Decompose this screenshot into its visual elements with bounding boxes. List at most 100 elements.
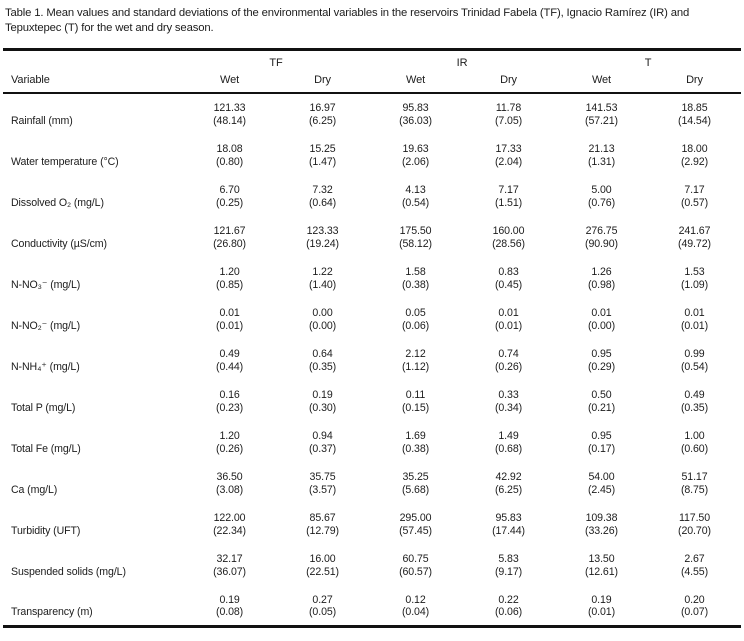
sd-value-cell: (26.80)	[213, 238, 246, 250]
season-header-ir-wet: Wet	[405, 73, 426, 86]
sd-value-cell: (7.05)	[494, 115, 523, 127]
variable-name-cell: Suspended solids (mg/L)	[11, 566, 126, 578]
variable-sd-row: Suspended solids (mg/L) (36.07) (22.51) (60…	[3, 565, 741, 585]
sd-value-cell: (6.25)	[494, 484, 523, 496]
sd-value-cell: (0.25)	[216, 197, 244, 209]
season-header-row: Variable Wet Dry Wet Dry Wet Dry	[3, 70, 741, 93]
mean-value-cell: 60.75	[402, 553, 429, 565]
sd-value-cell: (0.44)	[216, 361, 244, 373]
sd-value-cell: (0.06)	[401, 320, 430, 332]
variable-mean-row: 32.17 16.00 60.75 5.83 13.50 2.67	[3, 544, 741, 565]
variable-name-cell: Rainfall (mm)	[11, 115, 73, 127]
mean-value-cell: 160.00	[492, 225, 525, 237]
variable-sd-row: Rainfall (mm) (48.14) (6.25) (36.03) (7.05) (…	[3, 114, 741, 134]
variable-mean-row: 121.33 16.97 95.83 11.78 141.53 18.85	[3, 93, 741, 114]
mean-value-cell: 1.53	[684, 266, 705, 278]
sd-value-cell: (8.75)	[680, 484, 709, 496]
variable-mean-row: 1.20 1.22 1.58 0.83 1.26 1.53	[3, 257, 741, 278]
sd-value-cell: (2.92)	[680, 156, 709, 168]
mean-value-cell: 0.83	[498, 266, 519, 278]
mean-value-cell: 1.20	[219, 430, 240, 442]
variable-name-cell: Transparency (m)	[11, 606, 93, 618]
sd-value-cell: (0.38)	[401, 279, 430, 291]
variable-name-spacer	[3, 380, 183, 401]
mean-value-cell: 35.75	[309, 471, 336, 483]
variable-name-cell: Dissolved O₂ (mg/L)	[11, 197, 104, 209]
sd-value-cell: (1.47)	[309, 156, 337, 168]
sd-value-cell: (1.31)	[587, 156, 616, 168]
sd-value-cell: (33.26)	[585, 525, 618, 537]
season-header-tf-dry: Dry	[314, 73, 331, 86]
variable-sd-row: Total P (mg/L) (0.23) (0.30) (0.15) (0.34) (0…	[3, 401, 741, 421]
mean-value-cell: 18.00	[681, 143, 708, 155]
sd-value-cell: (0.98)	[587, 279, 616, 291]
sd-value-cell: (0.54)	[680, 361, 709, 373]
variable-mean-row: 6.70 7.32 4.13 7.17 5.00 7.17	[3, 175, 741, 196]
mean-value-cell: 85.67	[309, 512, 336, 524]
mean-value-cell: 0.01	[684, 307, 705, 319]
variable-sd-row: N-NH₄⁺ (mg/L) (0.44) (0.35) (1.12) (0.26) (0.…	[3, 360, 741, 380]
mean-value-cell: 0.49	[219, 348, 240, 360]
mean-value-cell: 16.00	[309, 553, 336, 565]
variable-name-cell: Total P (mg/L)	[11, 402, 76, 414]
sd-value-cell: (0.04)	[401, 606, 430, 618]
mean-value-cell: 35.25	[402, 471, 429, 483]
sd-value-cell: (0.64)	[309, 197, 337, 209]
mean-value-cell: 122.00	[213, 512, 246, 524]
sd-value-cell: (57.21)	[585, 115, 618, 127]
table-header: TF IR T Variable Wet Dry Wet Dry Wet Dry	[3, 49, 741, 93]
mean-value-cell: 141.53	[585, 102, 618, 114]
mean-value-cell: 1.20	[219, 266, 240, 278]
variable-sd-row: Water temperature (°C) (0.80) (1.47) (2.06)…	[3, 155, 741, 175]
variable-mean-row: 0.01 0.00 0.05 0.01 0.01 0.01	[3, 298, 741, 319]
sd-value-cell: (0.00)	[309, 320, 337, 332]
mean-value-cell: 0.94	[312, 430, 333, 442]
variable-name-cell: Turbidity (UFT)	[11, 525, 81, 537]
mean-value-cell: 0.01	[498, 307, 519, 319]
mean-value-cell: 95.83	[495, 512, 522, 524]
sd-value-cell: (1.51)	[494, 197, 523, 209]
group-header-t: T	[644, 57, 652, 70]
variable-name-spacer	[3, 134, 183, 155]
sd-value-cell: (0.00)	[587, 320, 616, 332]
sd-value-cell: (17.44)	[492, 525, 525, 537]
sd-value-cell: (0.01)	[494, 320, 523, 332]
mean-value-cell: 1.22	[312, 266, 333, 278]
sd-value-cell: (0.01)	[587, 606, 616, 618]
mean-value-cell: 0.11	[405, 389, 426, 401]
mean-value-cell: 0.49	[684, 389, 705, 401]
sd-value-cell: (0.68)	[494, 443, 523, 455]
sd-value-cell: (90.90)	[585, 238, 618, 250]
variable-name-spacer	[3, 544, 183, 565]
group-header-spacer	[3, 49, 183, 70]
sd-value-cell: (1.09)	[680, 279, 709, 291]
variable-mean-row: 0.16 0.19 0.11 0.33 0.50 0.49	[3, 380, 741, 401]
mean-value-cell: 0.50	[591, 389, 612, 401]
sd-value-cell: (0.57)	[680, 197, 709, 209]
mean-value-cell: 175.50	[399, 225, 432, 237]
sd-value-cell: (0.08)	[216, 606, 244, 618]
sd-value-cell: (36.03)	[399, 115, 432, 127]
mean-value-cell: 0.05	[405, 307, 426, 319]
mean-value-cell: 36.50	[216, 471, 243, 483]
sd-value-cell: (9.17)	[494, 566, 523, 578]
variable-name-spacer	[3, 298, 183, 319]
mean-value-cell: 7.32	[312, 184, 333, 196]
mean-value-cell: 51.17	[681, 471, 708, 483]
mean-value-cell: 19.63	[402, 143, 429, 155]
mean-value-cell: 295.00	[399, 512, 432, 524]
mean-value-cell: 0.19	[312, 389, 333, 401]
mean-value-cell: 276.75	[585, 225, 618, 237]
mean-value-cell: 0.99	[684, 348, 705, 360]
sd-value-cell: (36.07)	[213, 566, 246, 578]
sd-value-cell: (0.35)	[309, 361, 337, 373]
sd-value-cell: (4.55)	[680, 566, 709, 578]
sd-value-cell: (48.14)	[213, 115, 246, 127]
sd-value-cell: (60.57)	[399, 566, 432, 578]
sd-value-cell: (3.57)	[309, 484, 337, 496]
mean-value-cell: 1.69	[405, 430, 426, 442]
variable-name-spacer	[3, 339, 183, 360]
variable-name-spacer	[3, 421, 183, 442]
mean-value-cell: 4.13	[405, 184, 426, 196]
